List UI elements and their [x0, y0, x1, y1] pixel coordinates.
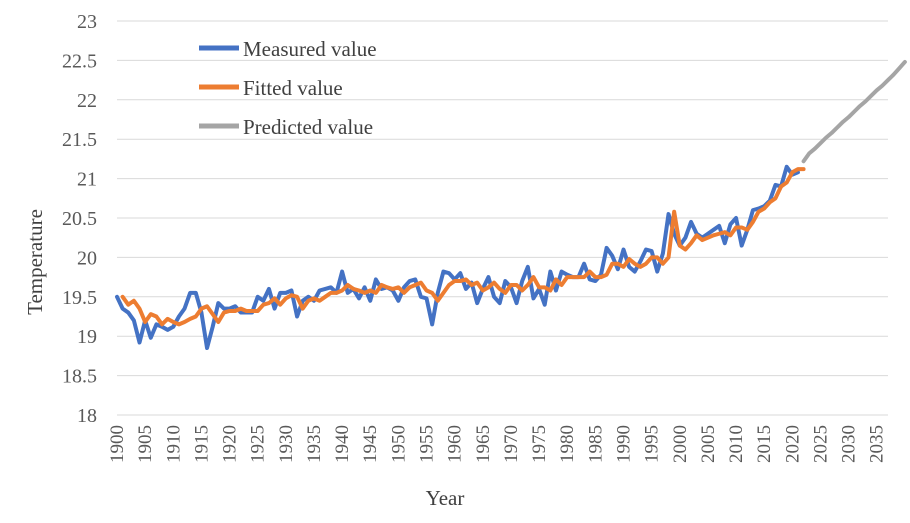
x-tick-label: 2020	[782, 425, 803, 463]
x-tick-label: 1910	[163, 425, 184, 463]
x-tick-label: 2015	[754, 425, 775, 463]
y-axis-title: Temperature	[23, 209, 47, 315]
y-tick-label: 22	[77, 90, 97, 112]
x-tick-label: 1970	[501, 425, 522, 463]
x-tick-label: 1955	[417, 425, 438, 463]
series-lines	[115, 59, 907, 351]
grid-lines	[117, 20, 888, 416]
x-tick-label: 1945	[360, 425, 381, 463]
y-tick-label: 21.5	[62, 129, 97, 151]
x-tick-label: 1900	[107, 425, 128, 463]
x-tick-label: 2005	[698, 425, 719, 463]
x-tick-label: 2025	[810, 425, 831, 463]
x-tick-label: 1960	[445, 425, 466, 463]
legend-label-measured: Measured value	[243, 37, 377, 61]
x-tick-label: 1985	[585, 425, 606, 463]
x-tick-label: 2030	[839, 425, 860, 463]
x-tick-label: 1980	[557, 425, 578, 463]
x-tick-label: 1915	[191, 425, 212, 463]
x-tick-label: 2010	[726, 425, 747, 463]
y-tick-label: 23	[77, 11, 97, 33]
y-tick-label: 18.5	[62, 366, 97, 388]
measured-value-line	[115, 164, 800, 351]
x-tick-label: 1965	[473, 425, 494, 463]
predicted-value-line	[801, 59, 907, 164]
x-tick-labels: 1900 1905 1910 1915 1920 1925 1930 1935 1940 1945…	[107, 425, 888, 463]
fitted-value-line	[120, 167, 806, 327]
legend-label-fitted: Fitted value	[243, 76, 343, 100]
y-tick-label: 18	[77, 405, 97, 427]
x-tick-label: 1935	[304, 425, 325, 463]
y-tick-labels: 18 18.5 19 19.5 20 20.5 21 21.5 22 22.5 23	[62, 11, 97, 427]
x-tick-label: 1930	[276, 425, 297, 463]
y-tick-label: 20	[77, 247, 97, 269]
y-tick-label: 19	[77, 326, 97, 348]
x-tick-label: 1925	[248, 425, 269, 463]
y-tick-label: 21	[77, 169, 97, 191]
x-tick-label: 2035	[867, 425, 888, 463]
x-tick-label: 1975	[529, 425, 550, 463]
x-tick-label: 2000	[670, 425, 691, 463]
y-tick-label: 20.5	[62, 208, 97, 230]
x-tick-label: 1995	[642, 425, 663, 463]
x-tick-label: 1920	[220, 425, 241, 463]
y-tick-label: 22.5	[62, 50, 97, 72]
x-tick-label: 1905	[135, 425, 156, 463]
legend: Measured value Fitted value Predicted va…	[199, 37, 377, 139]
x-tick-label: 1990	[613, 425, 634, 463]
y-tick-label: 19.5	[62, 287, 97, 309]
legend-label-predicted: Predicted value	[243, 115, 373, 139]
x-axis-title: Year	[426, 486, 465, 510]
x-tick-label: 1950	[388, 425, 409, 463]
x-tick-label: 1940	[332, 425, 353, 463]
